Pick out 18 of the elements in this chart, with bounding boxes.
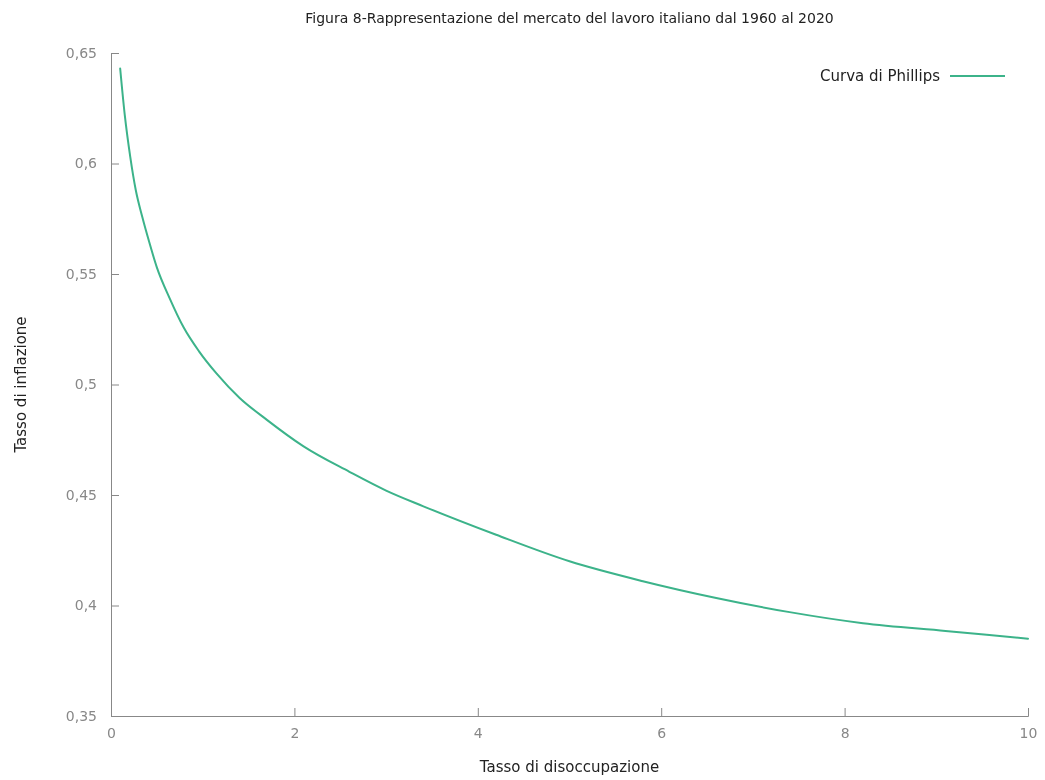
y-tick-label: 0,35 bbox=[65, 707, 97, 724]
y-tick-label: 0,4 bbox=[74, 597, 98, 614]
y-axis-title: Tasso di inflazione bbox=[12, 316, 30, 454]
y-tick-label: 0,6 bbox=[74, 155, 98, 172]
x-axis-title: Tasso di disoccupazione bbox=[478, 758, 660, 776]
y-tick-label: 0,5 bbox=[74, 376, 97, 393]
y-tick-label: 0,45 bbox=[65, 486, 97, 503]
x-tick-label: 4 bbox=[473, 724, 483, 741]
x-tick-label: 6 bbox=[657, 724, 667, 741]
chart-title: Figura 8-Rappresentazione del mercato del lavoro italiano dal 1960 al 2020 bbox=[305, 10, 834, 26]
x-tick-label: 2 bbox=[290, 724, 300, 741]
line-series bbox=[119, 67, 1029, 640]
y-tick-label: 0,65 bbox=[65, 44, 97, 61]
legend-label: Curva di Phillips bbox=[820, 67, 941, 85]
x-tick-label: 0 bbox=[107, 724, 116, 741]
x-tick-label: 10 bbox=[1019, 724, 1038, 741]
x-tick-label: 8 bbox=[840, 724, 850, 741]
y-tick-label: 0,55 bbox=[65, 265, 97, 282]
